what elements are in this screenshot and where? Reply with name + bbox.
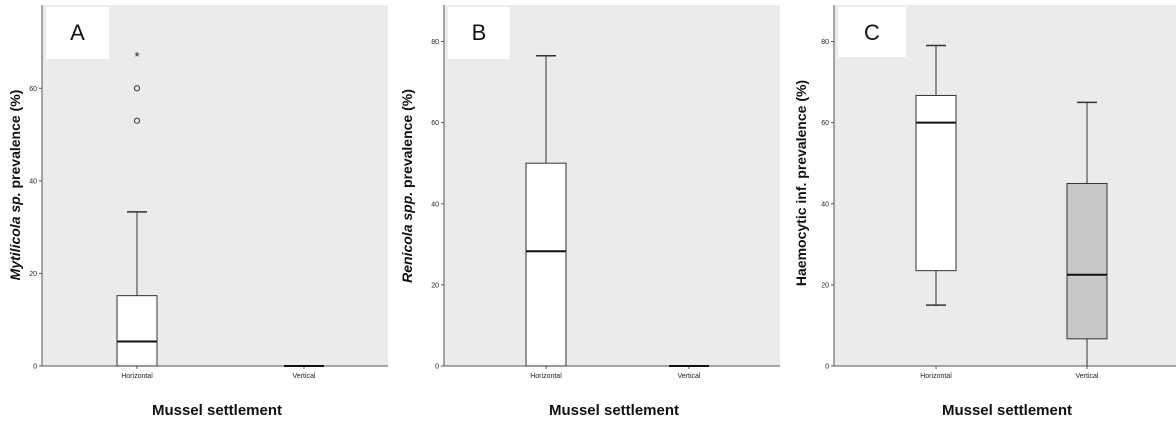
y-axis-title-italic: Renicola spp. [399, 192, 415, 283]
y-axis-title: Renicola spp. prevalence (%) [399, 89, 415, 283]
y-tick-label: 40 [29, 178, 37, 185]
boxplot-chart-b: 0 20 40 60 80 Horizontal Vertical B Mussel settl… [399, 5, 780, 419]
outlier-marker [133, 117, 141, 124]
boxplot-chart-c: 0 20 40 60 80 Horizontal Vertical C Mussel settl… [793, 5, 1176, 419]
x-axis-title: Mussel settlement [152, 402, 282, 419]
y-tick-label: 80 [431, 39, 439, 46]
y-axis-title-rest: prevalence (%) [399, 89, 415, 192]
y-tick-label: 60 [821, 120, 829, 127]
extreme-outlier-marker: * [134, 49, 139, 64]
x-tick-label: Horizontal [121, 373, 153, 380]
panel-a: 0 20 40 60 Horizontal Vertical * A Mussel settle… [0, 0, 392, 423]
box-body [525, 162, 567, 367]
x-tick-label: Vertical [678, 373, 701, 380]
panel-b: 0 20 40 60 80 Horizontal Vertical B Mussel settl… [392, 0, 784, 423]
plot-area [834, 5, 1176, 366]
y-tick-label: 0 [33, 364, 37, 371]
y-tick-label: 60 [29, 86, 37, 93]
x-tick-label: Horizontal [920, 373, 952, 380]
panel-letter-box [448, 7, 510, 59]
box-horizontal [116, 211, 158, 367]
x-tick-label: Vertical [1076, 373, 1099, 380]
panel-letter: C [864, 20, 880, 45]
y-tick-label: 40 [821, 201, 829, 208]
panel-letter: B [472, 20, 487, 45]
x-tick-label: Vertical [293, 373, 316, 380]
y-tick-label: 0 [825, 364, 829, 371]
y-axis-title: Mytilicola sp. prevalence (%) [7, 90, 23, 281]
y-tick-label: 80 [821, 39, 829, 46]
y-axis-title-rest: Haemocytic inf. prevalence (%) [793, 80, 809, 286]
panel-letter-box [838, 7, 906, 57]
plot-area [444, 5, 780, 366]
panel-letter-box [46, 7, 109, 59]
y-tick-label: 20 [431, 282, 439, 289]
box-vertical [1066, 101, 1108, 366]
x-tick-label: Horizontal [530, 373, 562, 380]
box-body [1066, 182, 1108, 340]
panel-letter: A [70, 20, 85, 45]
y-tick-label: 20 [821, 282, 829, 289]
y-tick-label: 40 [431, 201, 439, 208]
x-axis-title: Mussel settlement [942, 402, 1072, 419]
box-horizontal [525, 54, 567, 367]
plot-area [42, 5, 388, 366]
box-body [116, 295, 158, 367]
boxplot-chart-a: 0 20 40 60 Horizontal Vertical * A Mussel settle… [7, 5, 388, 419]
x-axis-title: Mussel settlement [549, 402, 679, 419]
y-tick-label: 60 [431, 120, 439, 127]
panel-c: 0 20 40 60 80 Horizontal Vertical C Mussel settl… [784, 0, 1176, 423]
y-tick-label: 20 [29, 271, 37, 278]
y-axis-title-rest: prevalence (%) [7, 90, 23, 193]
y-axis-title-italic: Mytilicola sp. [7, 192, 23, 280]
box-horizontal [915, 44, 957, 306]
box-body [915, 94, 957, 272]
outlier-marker [133, 85, 141, 92]
y-tick-label: 0 [435, 364, 439, 371]
y-axis-title: Haemocytic inf. prevalence (%) [793, 80, 809, 286]
